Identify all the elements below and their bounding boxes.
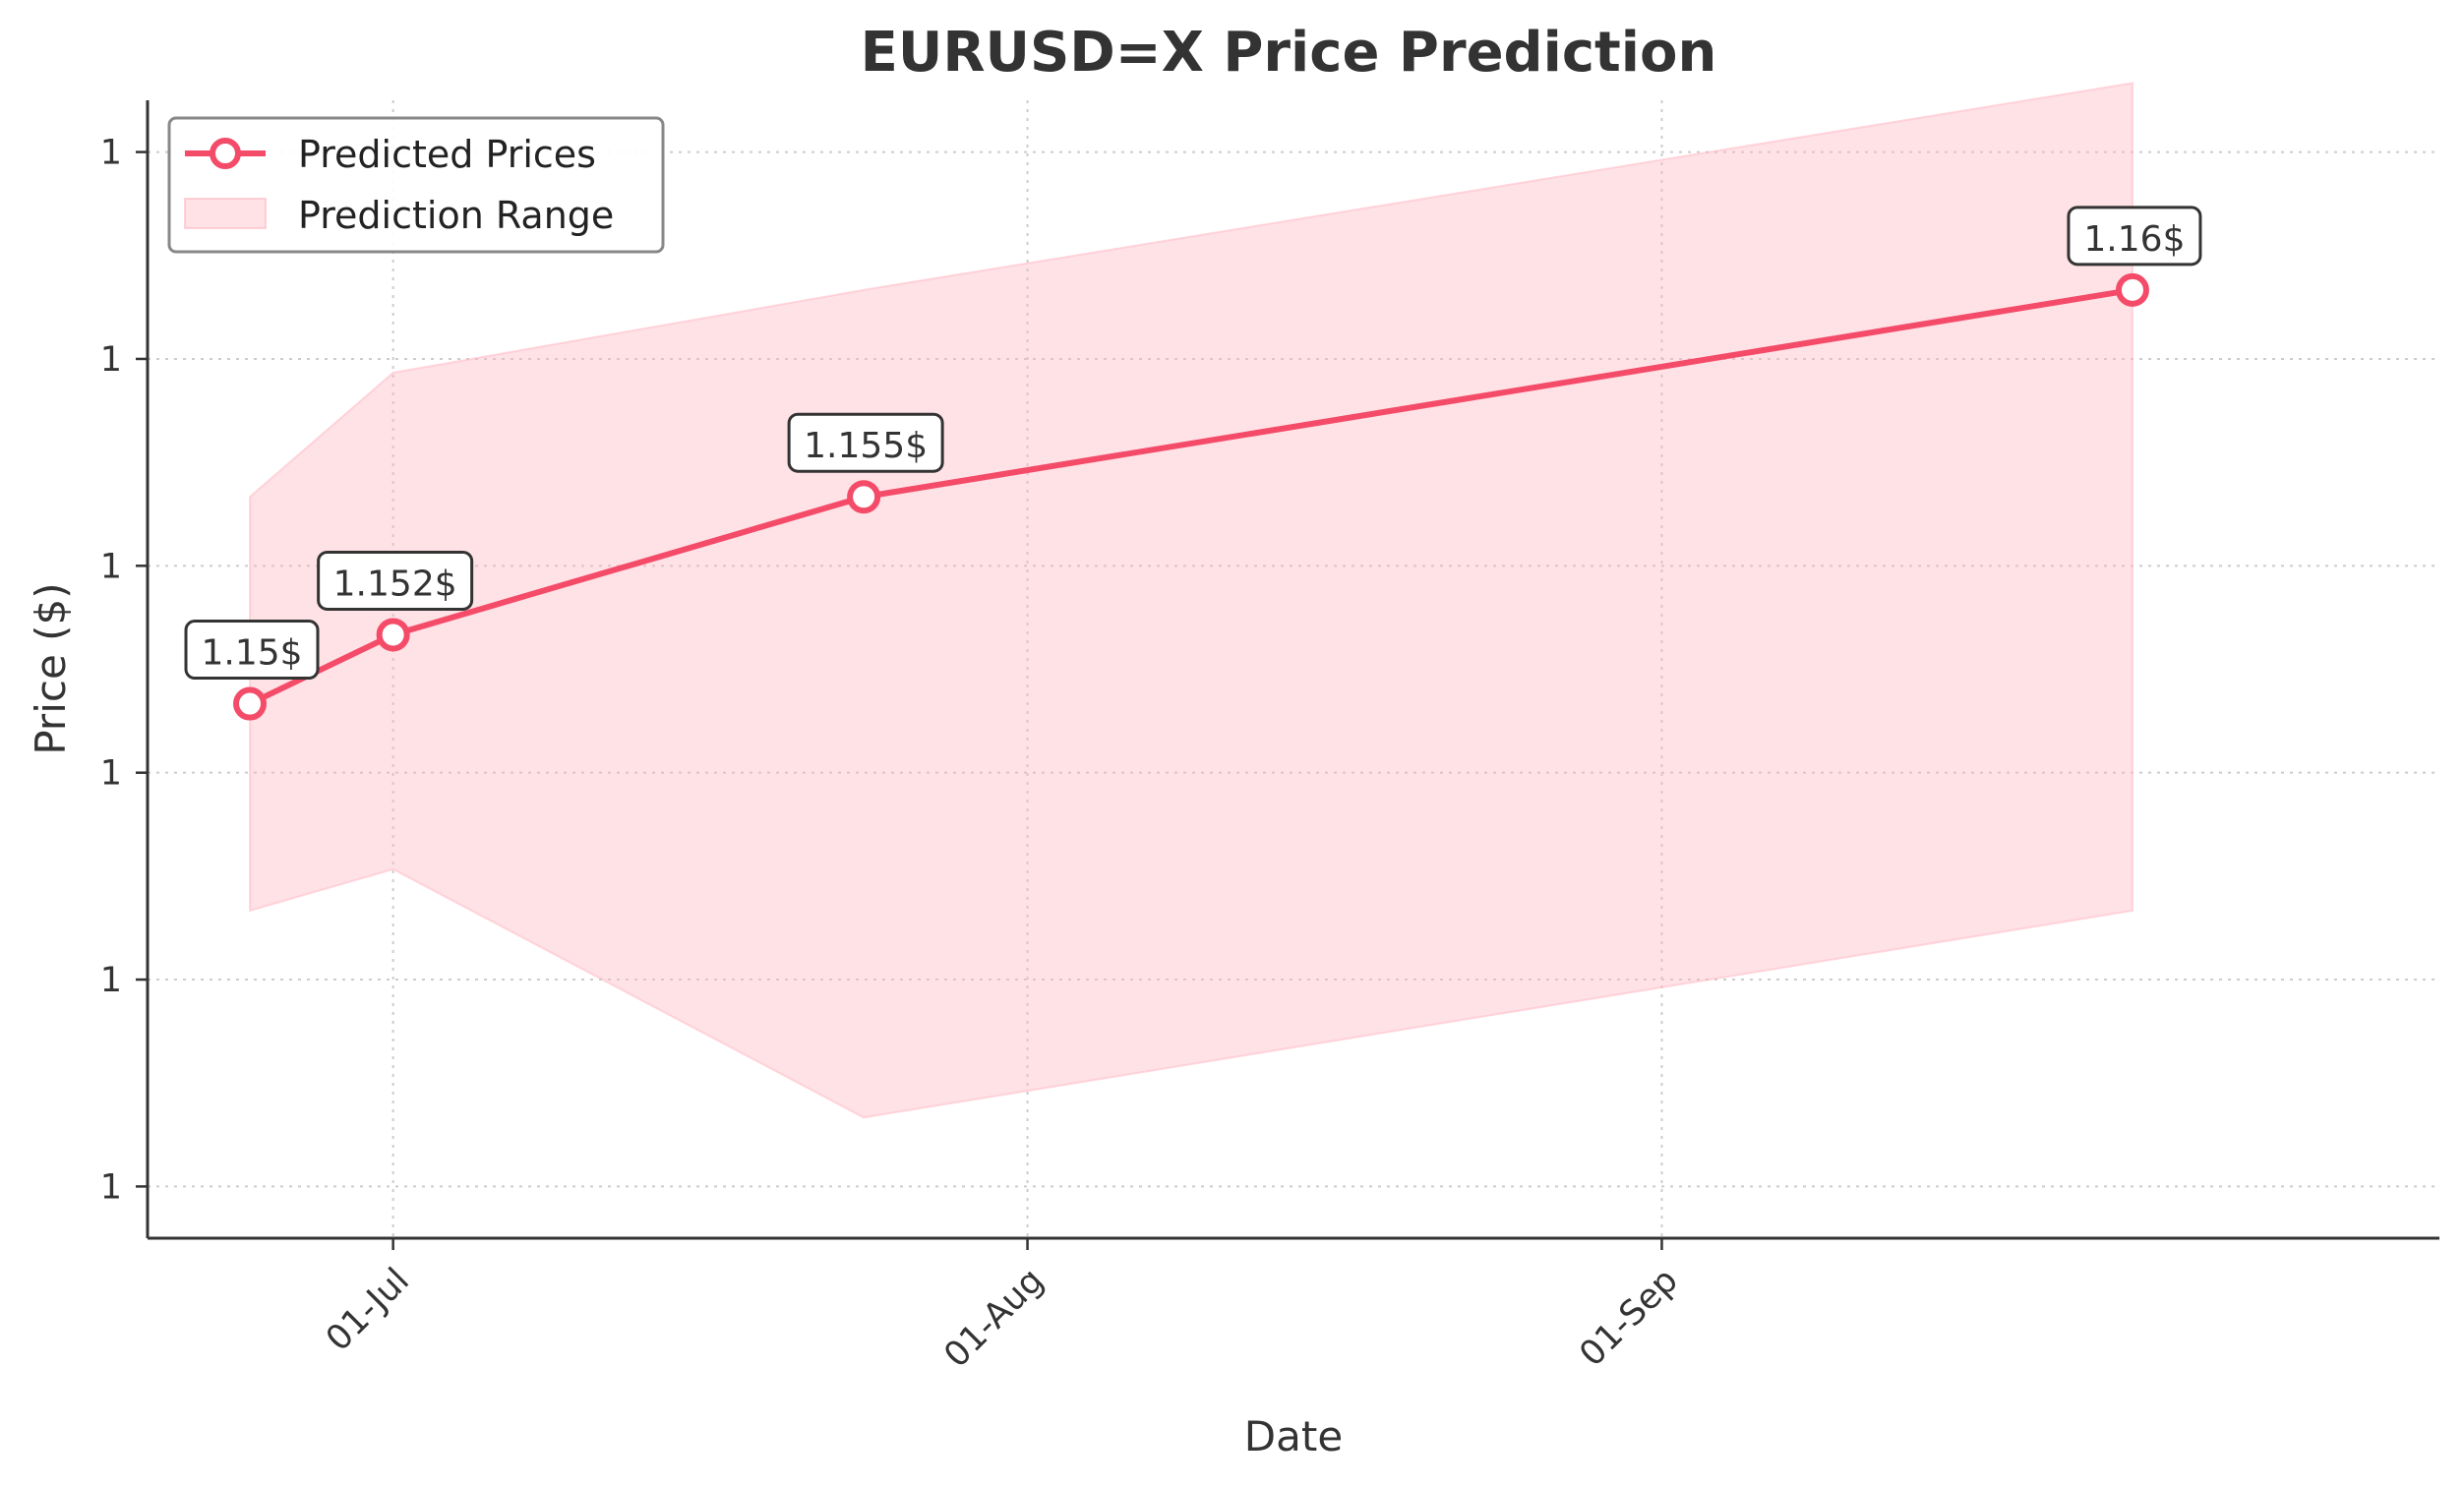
price-annotation: 1.155$ xyxy=(787,412,944,473)
x-tick-label: 01-Jul xyxy=(319,1261,417,1359)
prediction-line xyxy=(233,272,2149,721)
x-tick-label: 01-Sep xyxy=(1572,1261,1685,1374)
price-annotation: 1.15$ xyxy=(184,620,320,681)
axes xyxy=(146,100,2439,1240)
x-ticks: 01-Jul 01-Aug 01-Sep xyxy=(319,1238,1686,1376)
data-point xyxy=(376,618,410,652)
legend-label-predicted: Predicted Prices xyxy=(298,133,596,176)
annotation-box xyxy=(787,412,944,473)
legend-band-swatch xyxy=(184,198,267,229)
annotation-label: 1.152$ xyxy=(333,564,457,604)
prediction-range-area xyxy=(249,82,2133,1119)
legend-marker-swatch xyxy=(210,138,241,169)
annotation-label: 1.15$ xyxy=(201,633,302,674)
predicted-prices-line xyxy=(248,286,2133,707)
annotation-box xyxy=(2067,206,2202,267)
data-point xyxy=(847,480,881,514)
chart-title: EURUSD=X Price Prediction xyxy=(861,21,1717,85)
y-ticks: 1 1 1 1 1 1 xyxy=(100,134,148,1207)
price-annotation: 1.16$ xyxy=(2067,206,2202,267)
y-tick-label: 1 xyxy=(100,340,122,380)
x-tick-label: 01-Aug xyxy=(936,1261,1051,1375)
y-tick-label: 1 xyxy=(100,754,122,794)
price-annotation: 1.152$ xyxy=(317,550,474,611)
annotation-box xyxy=(317,550,474,611)
y-tick-label: 1 xyxy=(100,961,122,1000)
legend-frame xyxy=(167,116,665,254)
data-point xyxy=(2115,272,2149,307)
prediction-band xyxy=(249,82,2133,1119)
y-tick-label: 1 xyxy=(100,1167,122,1207)
annotation-box xyxy=(184,620,320,681)
legend: Predicted Prices Prediction Range xyxy=(167,116,665,254)
data-annotations: 1.15$ 1.152$ 1.155$ 1.16$ xyxy=(184,206,2202,681)
y-tick-label: 1 xyxy=(100,134,122,173)
annotation-label: 1.155$ xyxy=(804,426,928,466)
annotation-label: 1.16$ xyxy=(2083,219,2185,260)
data-point xyxy=(233,686,268,721)
x-axis-label: Date xyxy=(1244,1412,1343,1460)
y-axis-label: Price ($) xyxy=(27,582,75,754)
y-tick-label: 1 xyxy=(100,547,122,586)
legend-label-range: Prediction Range xyxy=(298,194,614,237)
